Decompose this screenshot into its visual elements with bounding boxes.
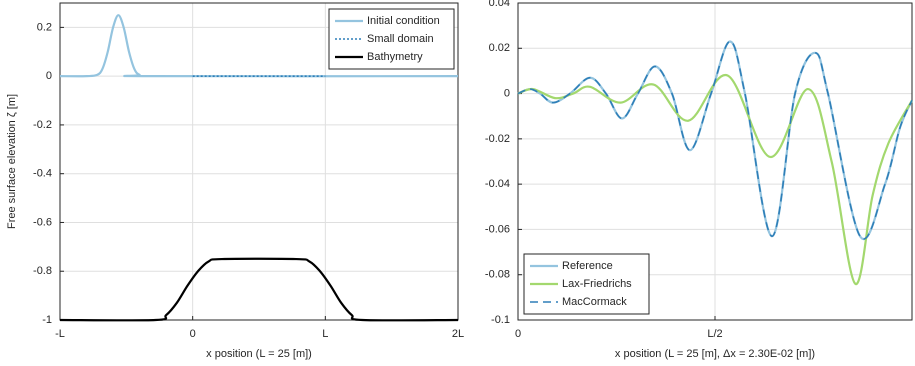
series-line bbox=[517, 74, 913, 285]
legend-label: Initial condition bbox=[367, 15, 440, 27]
legend-label: Bathymetry bbox=[367, 51, 423, 63]
series-line bbox=[517, 40, 913, 240]
legend: Reference Lax-Friedrichs MacCormack bbox=[523, 253, 650, 315]
y-tick-label: -0.1 bbox=[491, 314, 510, 326]
x-tick-label: -L bbox=[55, 328, 65, 340]
y-tick-label: -0.4 bbox=[33, 168, 52, 180]
y-tick-label: -0.2 bbox=[33, 119, 52, 131]
x-tick-label: L/2 bbox=[707, 328, 722, 340]
y-tick-label: -0.02 bbox=[485, 133, 510, 145]
legend-label: Lax-Friedrichs bbox=[562, 278, 632, 290]
legend: Initial condition Small domain Bathymetry bbox=[328, 8, 455, 70]
y-tick-label: 0.04 bbox=[489, 0, 510, 9]
axes-box bbox=[59, 2, 459, 321]
y-tick-label: -0.8 bbox=[33, 265, 52, 277]
legend-label: Reference bbox=[562, 260, 613, 272]
legend-label: Small domain bbox=[367, 33, 434, 45]
y-tick-label: 0 bbox=[46, 70, 52, 82]
x-tick-label: 0 bbox=[190, 328, 196, 340]
y-tick-label: -0.08 bbox=[485, 269, 510, 281]
x-tick-label: 0 bbox=[515, 328, 521, 340]
x-axis-label: x position (L = 25 [m], Δx = 2.30E-02 [m… bbox=[615, 348, 815, 360]
x-tick-label: 2L bbox=[452, 328, 464, 340]
series-line bbox=[59, 14, 459, 78]
axes-box bbox=[517, 2, 913, 321]
y-tick-label: 0 bbox=[504, 87, 510, 99]
subplot: -L 0 L 2L -1 -0.8 -0.6 -0.4 -0.2 0 0.2 x position (… bbox=[6, 2, 464, 360]
subplot: 0 L/2 -0.1 -0.08 -0.06 -0.04 -0.02 0 0.02 0.04 x p… bbox=[485, 0, 914, 360]
legend-box bbox=[328, 8, 455, 70]
y-tick-label: 0.02 bbox=[489, 42, 510, 54]
series-line bbox=[59, 257, 459, 322]
y-tick-label: -0.06 bbox=[485, 223, 510, 235]
y-tick-label: -1 bbox=[42, 314, 52, 326]
y-tick-label: -0.04 bbox=[485, 178, 510, 190]
x-tick-label: L bbox=[322, 328, 328, 340]
x-axis-label: x position (L = 25 [m]) bbox=[206, 348, 312, 360]
legend-label: MacCormack bbox=[562, 296, 627, 308]
y-tick-label: 0.2 bbox=[37, 21, 52, 33]
y-axis-label: Free surface elevation ζ [m] bbox=[6, 94, 18, 229]
y-tick-label: -0.6 bbox=[33, 216, 52, 228]
